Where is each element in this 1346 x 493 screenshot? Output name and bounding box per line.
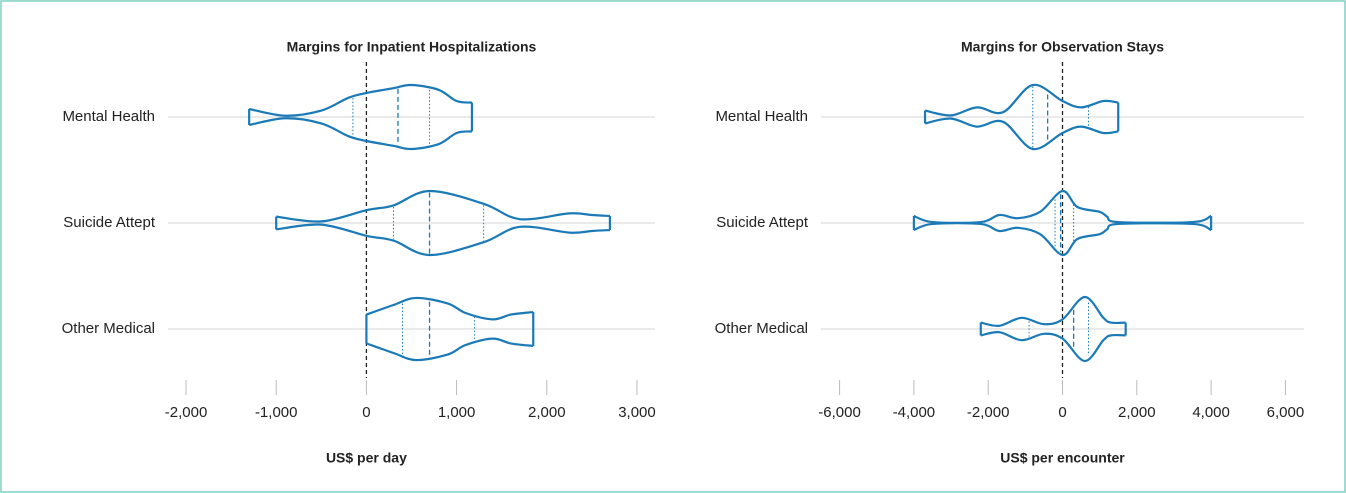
x-tick-label: 0 (1058, 404, 1066, 421)
x-tick-label: 4,000 (1192, 404, 1230, 421)
x-tick-label: -4,000 (893, 404, 936, 421)
x-tick-label: 2,000 (1118, 404, 1156, 421)
violin-lower (248, 117, 473, 151)
x-axis-title: US$ per day (326, 450, 407, 466)
violin-upper (924, 83, 1119, 117)
violin-upper (248, 83, 473, 117)
violin-lower (980, 330, 1126, 363)
x-tick-label: -2,000 (165, 404, 208, 421)
violin-upper (366, 296, 534, 321)
violin-upper (276, 189, 610, 223)
y-tick-label: Other Medical (62, 320, 155, 337)
x-tick-label: -1,000 (255, 404, 298, 421)
violin-lower (913, 222, 1212, 257)
y-tick-label: Other Medical (715, 320, 808, 337)
x-tick-label: 6,000 (1267, 404, 1305, 421)
y-tick-label: Mental Health (62, 108, 155, 125)
chart-title: Margins for Inpatient Hospitalizations (287, 39, 537, 55)
x-tick-label: -6,000 (818, 404, 861, 421)
x-tick-label: 2,000 (528, 404, 566, 421)
y-tick-label: Mental Health (715, 108, 808, 125)
x-tick-label: -2,000 (967, 404, 1010, 421)
violin-upper (980, 295, 1126, 328)
violin-upper (913, 189, 1212, 224)
y-tick-label: Suicide Attept (716, 214, 809, 231)
x-tick-label: 3,000 (618, 404, 656, 421)
violin-lower (366, 337, 534, 362)
violin-lower (924, 117, 1119, 151)
x-tick-label: 0 (362, 404, 370, 421)
x-tick-label: 1,000 (438, 404, 476, 421)
x-axis-title: US$ per encounter (1000, 450, 1125, 466)
violin-lower (276, 223, 610, 257)
chart-title: Margins for Observation Stays (961, 39, 1164, 55)
y-tick-label: Suicide Attept (63, 214, 156, 231)
